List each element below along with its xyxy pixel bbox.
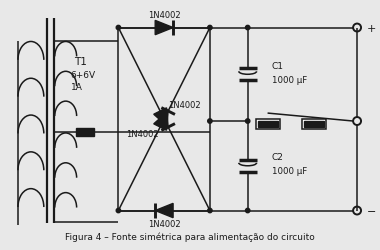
- Text: 6+6V: 6+6V: [71, 70, 96, 80]
- Text: C1: C1: [272, 62, 283, 70]
- Text: 1A: 1A: [71, 82, 82, 91]
- Circle shape: [208, 119, 212, 124]
- Text: 1N4002: 1N4002: [168, 100, 200, 109]
- FancyBboxPatch shape: [304, 122, 324, 128]
- Text: 1N4002: 1N4002: [148, 219, 180, 228]
- Text: Figura 4 – Fonte simétrica para alimentação do circuito: Figura 4 – Fonte simétrica para alimenta…: [65, 232, 315, 241]
- Circle shape: [116, 208, 120, 213]
- Circle shape: [245, 119, 250, 124]
- Bar: [256, 120, 280, 130]
- Polygon shape: [155, 21, 173, 35]
- Text: C2: C2: [272, 153, 283, 162]
- Circle shape: [116, 26, 120, 30]
- FancyBboxPatch shape: [258, 122, 277, 128]
- Circle shape: [208, 208, 212, 213]
- Polygon shape: [154, 112, 168, 131]
- Circle shape: [245, 208, 250, 213]
- Polygon shape: [154, 108, 168, 128]
- Text: 1000 µF: 1000 µF: [272, 76, 307, 84]
- FancyBboxPatch shape: [76, 128, 93, 136]
- Text: 1000 µF: 1000 µF: [272, 166, 307, 175]
- Polygon shape: [155, 204, 173, 218]
- Text: −: −: [367, 206, 377, 216]
- Text: +: +: [367, 24, 377, 34]
- Text: 1N4002: 1N4002: [148, 11, 180, 20]
- Circle shape: [245, 26, 250, 30]
- Bar: [302, 120, 326, 130]
- Circle shape: [208, 26, 212, 30]
- Text: T1: T1: [74, 57, 87, 67]
- Text: 1N4002: 1N4002: [126, 130, 158, 139]
